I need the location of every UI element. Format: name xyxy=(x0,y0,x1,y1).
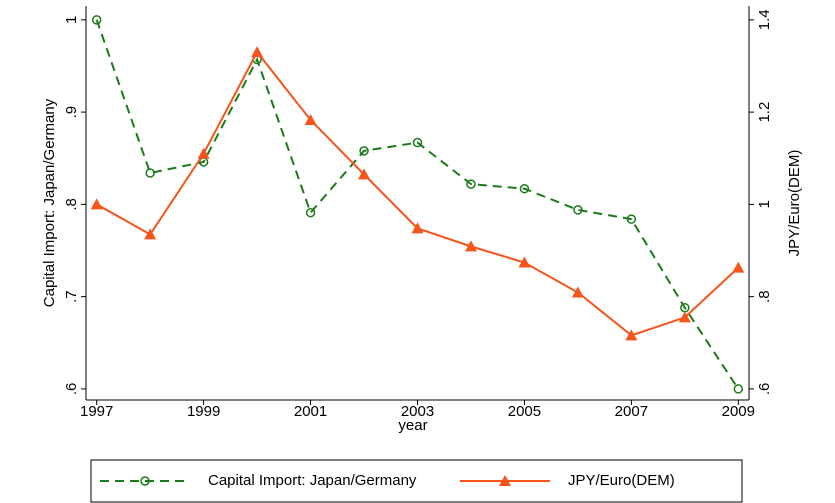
point-marker xyxy=(412,137,423,148)
point-marker xyxy=(732,261,745,273)
series-line xyxy=(96,50,739,337)
y-tick-label: 1 xyxy=(63,16,80,24)
legend-label: Capital Import: Japan/Germany xyxy=(208,472,417,489)
x-tick-label: 1999 xyxy=(187,403,220,420)
point-marker xyxy=(358,168,371,180)
point-marker xyxy=(197,147,210,159)
point-marker xyxy=(625,329,638,341)
point-marker xyxy=(678,311,691,323)
y-tick-label: .8 xyxy=(63,198,80,211)
point-marker xyxy=(305,207,316,218)
y2-tick-label: 1.4 xyxy=(756,9,773,30)
x-tick-label: 1997 xyxy=(80,403,113,420)
legend-label: JPY/Euro(DEM) xyxy=(568,472,675,489)
point-marker xyxy=(91,15,102,25)
point-marker xyxy=(518,256,531,268)
y-tick-label: .7 xyxy=(63,290,80,303)
point-marker xyxy=(573,205,583,215)
y-tick-label: .6 xyxy=(63,383,80,396)
point-marker xyxy=(145,168,155,178)
x-axis-label: year xyxy=(398,417,427,434)
point-marker xyxy=(144,228,157,240)
point-marker xyxy=(359,146,369,156)
y2-tick-label: 1 xyxy=(756,200,773,208)
y2-tick-label: .8 xyxy=(756,290,773,303)
y2-tick-label: .6 xyxy=(756,383,773,396)
point-marker xyxy=(304,113,317,125)
legend-box xyxy=(90,459,743,503)
y2-axis-label: JPY/Euro(DEM) xyxy=(786,150,803,257)
x-tick-label: 2003 xyxy=(401,403,434,420)
x-tick-label: 2007 xyxy=(615,403,648,420)
y2-tick-label: 1.2 xyxy=(756,102,773,123)
x-tick-label: 2005 xyxy=(508,403,541,420)
legend-marker xyxy=(499,475,511,486)
point-marker xyxy=(411,222,424,234)
point-marker xyxy=(571,286,584,298)
point-marker xyxy=(733,384,744,394)
x-tick-label: 2001 xyxy=(294,403,327,420)
point-marker xyxy=(519,183,530,194)
y-axis-label: Capital Import: Japan/Germany xyxy=(41,98,58,307)
y-tick-label: .9 xyxy=(63,106,80,119)
point-marker xyxy=(466,179,476,189)
x-tick-label: 2009 xyxy=(722,403,755,420)
point-marker xyxy=(626,214,637,224)
legend-marker xyxy=(140,476,150,486)
series-line xyxy=(95,19,740,390)
point-marker xyxy=(90,198,103,210)
point-marker xyxy=(251,46,264,58)
point-marker xyxy=(464,240,477,252)
